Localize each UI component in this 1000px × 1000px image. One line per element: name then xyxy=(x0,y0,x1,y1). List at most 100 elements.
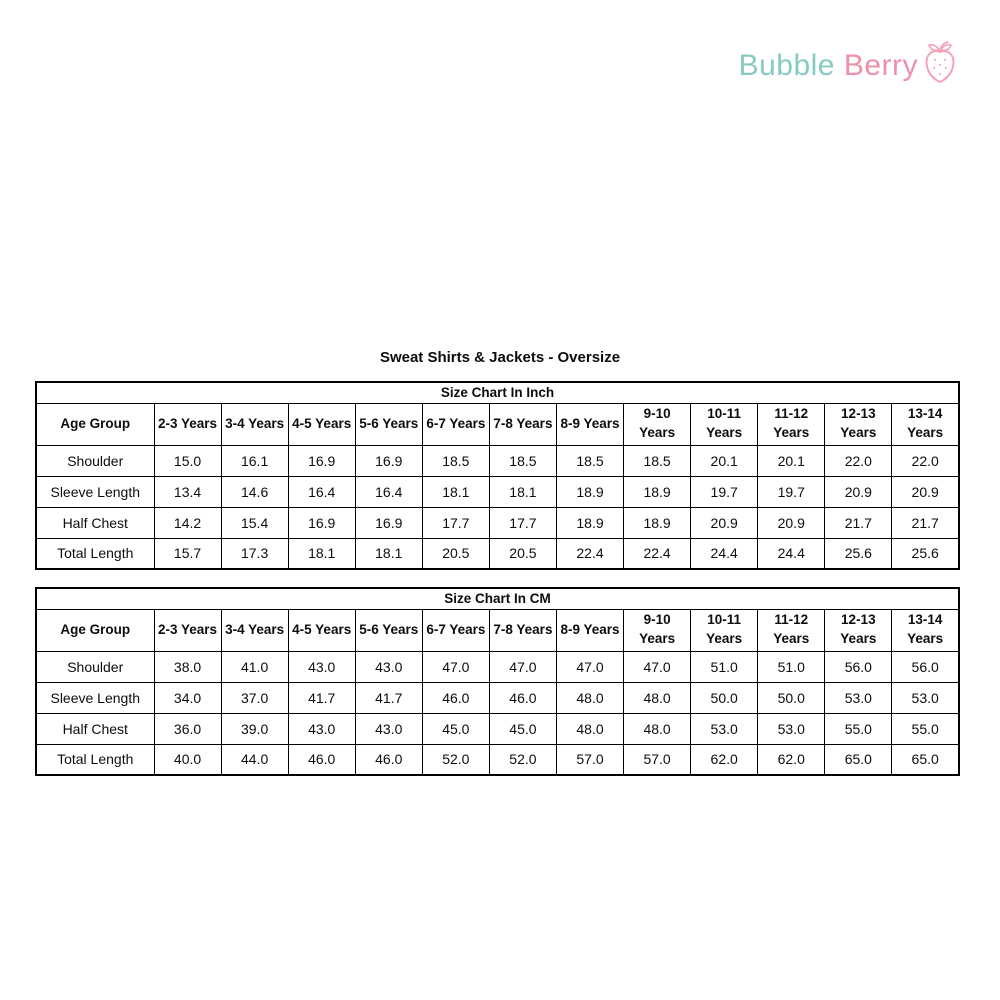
cell-value: 18.9 xyxy=(623,475,692,508)
column-header: 5-6 Years xyxy=(354,608,423,652)
cell-value: 47.0 xyxy=(623,650,692,683)
cell-value: 22.0 xyxy=(824,444,893,477)
cell-value: 16.1 xyxy=(220,444,289,477)
cell-value: 20.9 xyxy=(891,475,960,508)
table-row: Half Chest 14.2 15.4 16.9 16.9 17.7 17.7 18.9 18… xyxy=(35,506,960,539)
cell-value: 19.7 xyxy=(757,475,826,508)
cell-value: 18.9 xyxy=(555,506,625,539)
row-label: Shoulder xyxy=(35,444,155,477)
cell-value: 62.0 xyxy=(690,743,759,776)
cell-value: 47.0 xyxy=(421,650,490,683)
cell-value: 53.0 xyxy=(824,681,893,714)
column-header: 7-8 Years xyxy=(488,608,557,652)
cell-value: 25.6 xyxy=(824,537,893,570)
table-row: Total Length 15.7 17.3 18.1 18.1 20.5 20.5 22.4… xyxy=(35,537,960,570)
cell-value: 53.0 xyxy=(891,681,960,714)
cell-value: 16.9 xyxy=(287,506,356,539)
cell-value: 39.0 xyxy=(220,712,289,745)
cell-value: 65.0 xyxy=(891,743,960,776)
cell-value: 51.0 xyxy=(757,650,826,683)
cell-value: 13.4 xyxy=(153,475,222,508)
cell-value: 20.1 xyxy=(690,444,759,477)
cell-value: 46.0 xyxy=(287,743,356,776)
cell-value: 16.4 xyxy=(287,475,356,508)
column-header: 9-10 Years xyxy=(623,402,692,446)
column-header: 9-10 Years xyxy=(623,608,692,652)
cell-value: 21.7 xyxy=(824,506,893,539)
cell-value: 20.9 xyxy=(824,475,893,508)
cell-value: 24.4 xyxy=(757,537,826,570)
row-label: Total Length xyxy=(35,537,155,570)
cell-value: 43.0 xyxy=(354,650,423,683)
age-group-header: Age Group xyxy=(35,608,155,652)
cell-value: 24.4 xyxy=(690,537,759,570)
cell-value: 18.9 xyxy=(623,506,692,539)
column-header: 2-3 Years xyxy=(153,402,222,446)
cell-value: 56.0 xyxy=(891,650,960,683)
row-label: Sleeve Length xyxy=(35,681,155,714)
cell-value: 16.4 xyxy=(354,475,423,508)
cell-value: 16.9 xyxy=(287,444,356,477)
brand-name-berry: Berry xyxy=(843,49,918,82)
column-header: 3-4 Years xyxy=(220,402,289,446)
cell-value: 18.1 xyxy=(421,475,490,508)
cell-value: 48.0 xyxy=(555,681,625,714)
cell-value: 36.0 xyxy=(153,712,222,745)
cell-value: 57.0 xyxy=(623,743,692,776)
cell-value: 53.0 xyxy=(757,712,826,745)
cell-value: 43.0 xyxy=(287,712,356,745)
table-row: Shoulder 15.0 16.1 16.9 16.9 18.5 18.5 18.5 18.5… xyxy=(35,444,960,477)
cell-value: 20.5 xyxy=(421,537,490,570)
cell-value: 18.5 xyxy=(421,444,490,477)
cell-value: 16.9 xyxy=(354,444,423,477)
column-header: 10-11 Years xyxy=(690,608,759,652)
size-chart-table-cm: Size Chart In CM Age Group 2-3 Years 3-4 Ye… xyxy=(35,587,960,776)
column-header: 6-7 Years xyxy=(421,608,490,652)
table-row: Sleeve Length 34.0 37.0 41.7 41.7 46.0 46.0 48.… xyxy=(35,681,960,714)
cell-value: 56.0 xyxy=(824,650,893,683)
column-header: 13-14 Years xyxy=(891,608,960,652)
cell-value: 53.0 xyxy=(690,712,759,745)
cell-value: 14.2 xyxy=(153,506,222,539)
table-title: Size Chart In Inch xyxy=(36,381,959,404)
row-label: Total Length xyxy=(35,743,155,776)
cell-value: 17.7 xyxy=(488,506,557,539)
cell-value: 14.6 xyxy=(220,475,289,508)
cell-value: 38.0 xyxy=(153,650,222,683)
cell-value: 55.0 xyxy=(891,712,960,745)
cell-value: 17.7 xyxy=(421,506,490,539)
cell-value: 41.0 xyxy=(220,650,289,683)
cell-value: 46.0 xyxy=(421,681,490,714)
cell-value: 65.0 xyxy=(824,743,893,776)
cell-value: 18.5 xyxy=(488,444,557,477)
cell-value: 62.0 xyxy=(757,743,826,776)
size-tables-container: Size Chart In Inch Age Group 2-3 Years 3-4 … xyxy=(35,381,960,776)
brand-name-bubble: Bubble xyxy=(738,49,844,82)
cell-value: 22.4 xyxy=(623,537,692,570)
column-header: 5-6 Years xyxy=(354,402,423,446)
cell-value: 16.9 xyxy=(354,506,423,539)
brand-logo: Bubble Berry xyxy=(738,41,960,86)
cell-value: 57.0 xyxy=(555,743,625,776)
column-header: 11-12 Years xyxy=(757,402,826,446)
row-label: Half Chest xyxy=(35,506,155,539)
cell-value: 55.0 xyxy=(824,712,893,745)
cell-value: 46.0 xyxy=(488,681,557,714)
cell-value: 47.0 xyxy=(555,650,625,683)
cell-value: 19.7 xyxy=(690,475,759,508)
cell-value: 15.7 xyxy=(153,537,222,570)
cell-value: 20.9 xyxy=(690,506,759,539)
cell-value: 48.0 xyxy=(555,712,625,745)
cell-value: 18.5 xyxy=(555,444,625,477)
column-header: 3-4 Years xyxy=(220,608,289,652)
column-header: 8-9 Years xyxy=(555,402,625,446)
cell-value: 22.4 xyxy=(555,537,625,570)
cell-value: 41.7 xyxy=(287,681,356,714)
row-label: Half Chest xyxy=(35,712,155,745)
cell-value: 43.0 xyxy=(354,712,423,745)
cell-value: 40.0 xyxy=(153,743,222,776)
cell-value: 43.0 xyxy=(287,650,356,683)
cell-value: 25.6 xyxy=(891,537,960,570)
column-header: 4-5 Years xyxy=(287,608,356,652)
table-row: Shoulder 38.0 41.0 43.0 43.0 47.0 47.0 47.0 47.0… xyxy=(35,650,960,683)
